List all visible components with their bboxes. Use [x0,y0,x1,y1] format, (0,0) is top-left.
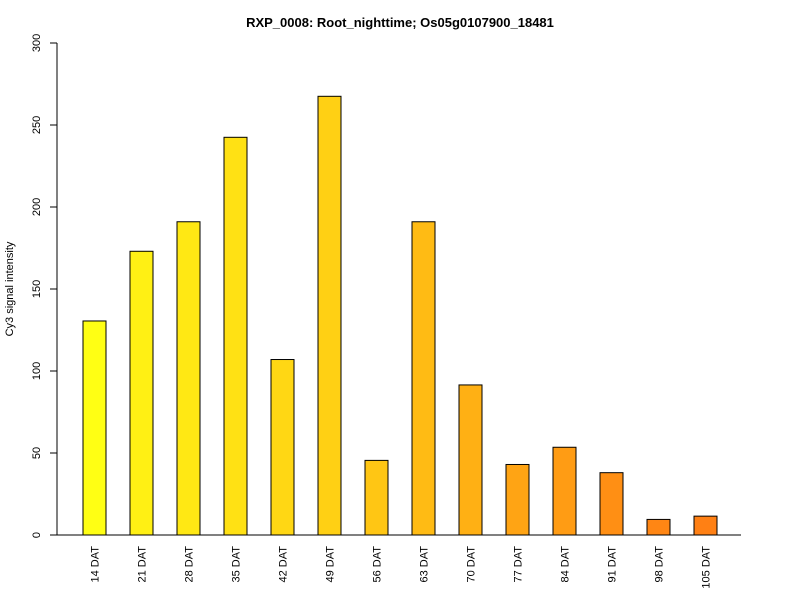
x-tick-label: 56 DAT [372,546,384,583]
x-tick-label: 42 DAT [278,546,290,583]
bar [411,221,436,536]
bar [129,250,154,536]
y-tick-label: 250 [31,116,43,134]
y-axis-label: Cy3 signal intensity [4,241,16,336]
y-tick-label: 150 [31,280,43,298]
y-tick-label: 100 [31,362,43,380]
chart-title: RXP_0008: Root_nighttime; Os05g0107900_1… [246,15,554,30]
x-tick-label: 35 DAT [231,546,243,583]
bar [82,320,107,536]
bar [458,384,483,536]
bar [364,459,389,536]
bars-group [82,95,718,536]
y-axis: 0 50 100 150 200 250 300 [31,34,58,538]
bar [176,221,201,536]
y-tick-label: 0 [31,532,43,538]
x-tick-label: 84 DAT [560,546,572,583]
x-tick-label: 21 DAT [137,546,149,583]
x-tick-label: 63 DAT [419,546,431,583]
bar [270,359,295,536]
y-tick-label: 50 [31,447,43,459]
x-tick-label: 105 DAT [701,546,713,589]
bar [646,518,671,536]
x-tick-label: 28 DAT [184,546,196,583]
x-tick-label: 98 DAT [654,546,666,583]
bar [505,463,530,536]
y-tick-label: 200 [31,198,43,216]
bar [552,446,577,536]
x-tick-labels: 14 DAT 21 DAT 28 DAT 35 DAT 42 DAT 49 DAT 56 D… [90,546,713,589]
x-tick-label: 70 DAT [466,546,478,583]
bar [317,95,342,536]
x-tick-label: 77 DAT [513,546,525,583]
bar [599,472,624,536]
y-tick-label: 300 [31,34,43,52]
x-tick-label: 49 DAT [325,546,337,583]
x-tick-label: 91 DAT [607,546,619,583]
bar [223,136,248,536]
bar [693,515,718,536]
x-tick-label: 14 DAT [90,546,102,583]
